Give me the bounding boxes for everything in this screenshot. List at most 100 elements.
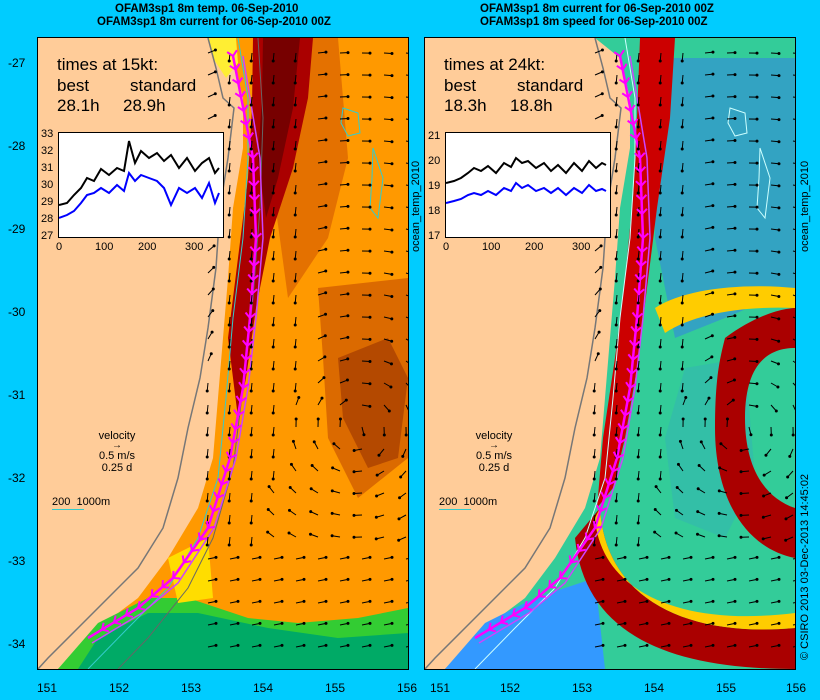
current-vector-head bbox=[205, 455, 209, 459]
current-vector-head bbox=[636, 543, 640, 547]
current-vector-head bbox=[733, 182, 737, 186]
current-vector-arrow bbox=[792, 74, 795, 76]
route-chevron bbox=[235, 395, 247, 404]
current-vector-head bbox=[210, 330, 214, 334]
current-vector-head bbox=[330, 489, 334, 493]
current-vector-arrow bbox=[792, 294, 795, 297]
current-vector-head bbox=[352, 448, 356, 452]
current-vector-head bbox=[614, 169, 618, 173]
current-vector-head bbox=[755, 643, 759, 647]
current-vector-head bbox=[227, 213, 231, 217]
current-vector-head bbox=[332, 442, 336, 446]
current-vector-head bbox=[346, 204, 350, 208]
current-vector-head bbox=[280, 577, 284, 581]
left-inset-ytick: 29 bbox=[41, 196, 54, 208]
route-chevron bbox=[248, 180, 260, 188]
current-vector-head bbox=[777, 162, 781, 166]
current-vector-head bbox=[249, 455, 253, 459]
route-chevron bbox=[225, 451, 237, 460]
current-vector-head bbox=[368, 293, 372, 297]
current-vector-head bbox=[346, 292, 350, 296]
route-chevron bbox=[136, 600, 146, 611]
current-vector-head bbox=[346, 95, 350, 99]
right-title-1: OFAM3sp1 8m current for 06-Sep-2010 00Z bbox=[480, 3, 714, 15]
current-vector-head bbox=[717, 534, 721, 538]
current-vector-head bbox=[287, 531, 291, 535]
current-vector-head bbox=[614, 367, 618, 371]
ship-route-best bbox=[474, 55, 645, 640]
current-vector-head bbox=[302, 599, 306, 603]
current-vector-head bbox=[592, 455, 596, 459]
lon-tick: 152 bbox=[500, 681, 521, 695]
current-vector-head bbox=[258, 621, 262, 625]
current-vector-head bbox=[755, 95, 759, 99]
route-chevron bbox=[592, 520, 603, 530]
current-vector-arrow bbox=[792, 52, 795, 54]
current-vector-head bbox=[658, 257, 662, 261]
current-vector-head bbox=[733, 204, 737, 208]
current-vector-arrow bbox=[792, 558, 795, 560]
current-vector-head bbox=[227, 433, 231, 437]
current-vectors bbox=[592, 48, 795, 648]
current-vector-head bbox=[271, 301, 275, 305]
current-vector-head bbox=[397, 517, 401, 521]
current-vector-head bbox=[601, 555, 605, 559]
current-vector-head bbox=[675, 485, 679, 489]
eddy-core-shade bbox=[338, 338, 408, 468]
current-vector-head bbox=[249, 477, 253, 481]
current-vector-head bbox=[636, 81, 640, 85]
current-vector-head bbox=[249, 323, 253, 327]
route-chevron bbox=[634, 166, 647, 174]
route-chevron bbox=[221, 464, 233, 473]
left-title-2: OFAM3sp1 8m current for 06-Sep-2010 00Z bbox=[97, 16, 331, 28]
current-vector-head bbox=[205, 433, 209, 437]
current-vector-head bbox=[330, 534, 334, 538]
left-map-svg bbox=[38, 38, 408, 669]
velocity-arrow-icon: → bbox=[112, 440, 122, 451]
velocity-speed: 0.5 m/s bbox=[475, 450, 513, 462]
right-inset-xtick: 0 bbox=[443, 241, 450, 253]
route-chevron bbox=[124, 608, 134, 618]
current-vector-head bbox=[614, 213, 618, 217]
current-vector-arrow bbox=[792, 338, 795, 341]
current-vector-head bbox=[271, 147, 275, 151]
left-inset-ytick: 30 bbox=[41, 179, 54, 191]
current-vector-head bbox=[249, 521, 253, 525]
current-vector-arrow bbox=[405, 74, 408, 76]
current-vector-head bbox=[707, 396, 711, 400]
current-vector-head bbox=[368, 205, 372, 209]
current-vector-head bbox=[777, 74, 781, 78]
route-chevron bbox=[630, 325, 642, 334]
current-vector-head bbox=[227, 301, 231, 305]
route-chevron bbox=[231, 77, 244, 85]
left-inset-ytick: 28 bbox=[41, 213, 54, 225]
current-vector-head bbox=[674, 508, 678, 512]
current-vector-head bbox=[614, 257, 618, 261]
current-vector-head bbox=[324, 643, 328, 647]
current-vector-head bbox=[227, 125, 231, 129]
current-vector-head bbox=[205, 389, 209, 393]
current-vector-head bbox=[205, 477, 209, 481]
current-vector-head bbox=[733, 357, 737, 361]
current-vector-head bbox=[733, 270, 737, 274]
current-vector-head bbox=[636, 389, 640, 393]
current-vector-head bbox=[592, 499, 596, 503]
current-vector-head bbox=[346, 138, 350, 142]
current-vector-head bbox=[390, 621, 394, 625]
current-vector-head bbox=[592, 389, 596, 393]
current-vector-head bbox=[599, 244, 603, 248]
current-vector-head bbox=[324, 269, 328, 273]
current-vector-head bbox=[755, 404, 759, 408]
depth-scale-line bbox=[52, 509, 84, 510]
lon-tick: 151 bbox=[37, 681, 58, 695]
current-vector-head bbox=[777, 206, 781, 210]
lon-tick: 152 bbox=[109, 681, 130, 695]
current-vector-head bbox=[680, 125, 684, 129]
current-vector-head bbox=[762, 473, 766, 477]
current-vector-head bbox=[703, 417, 707, 421]
current-vector-head bbox=[680, 279, 684, 283]
eddy-ring-yellow bbox=[655, 286, 795, 333]
current-vector-head bbox=[214, 577, 218, 581]
current-vector-head bbox=[614, 81, 618, 85]
current-vector-head bbox=[614, 125, 618, 129]
